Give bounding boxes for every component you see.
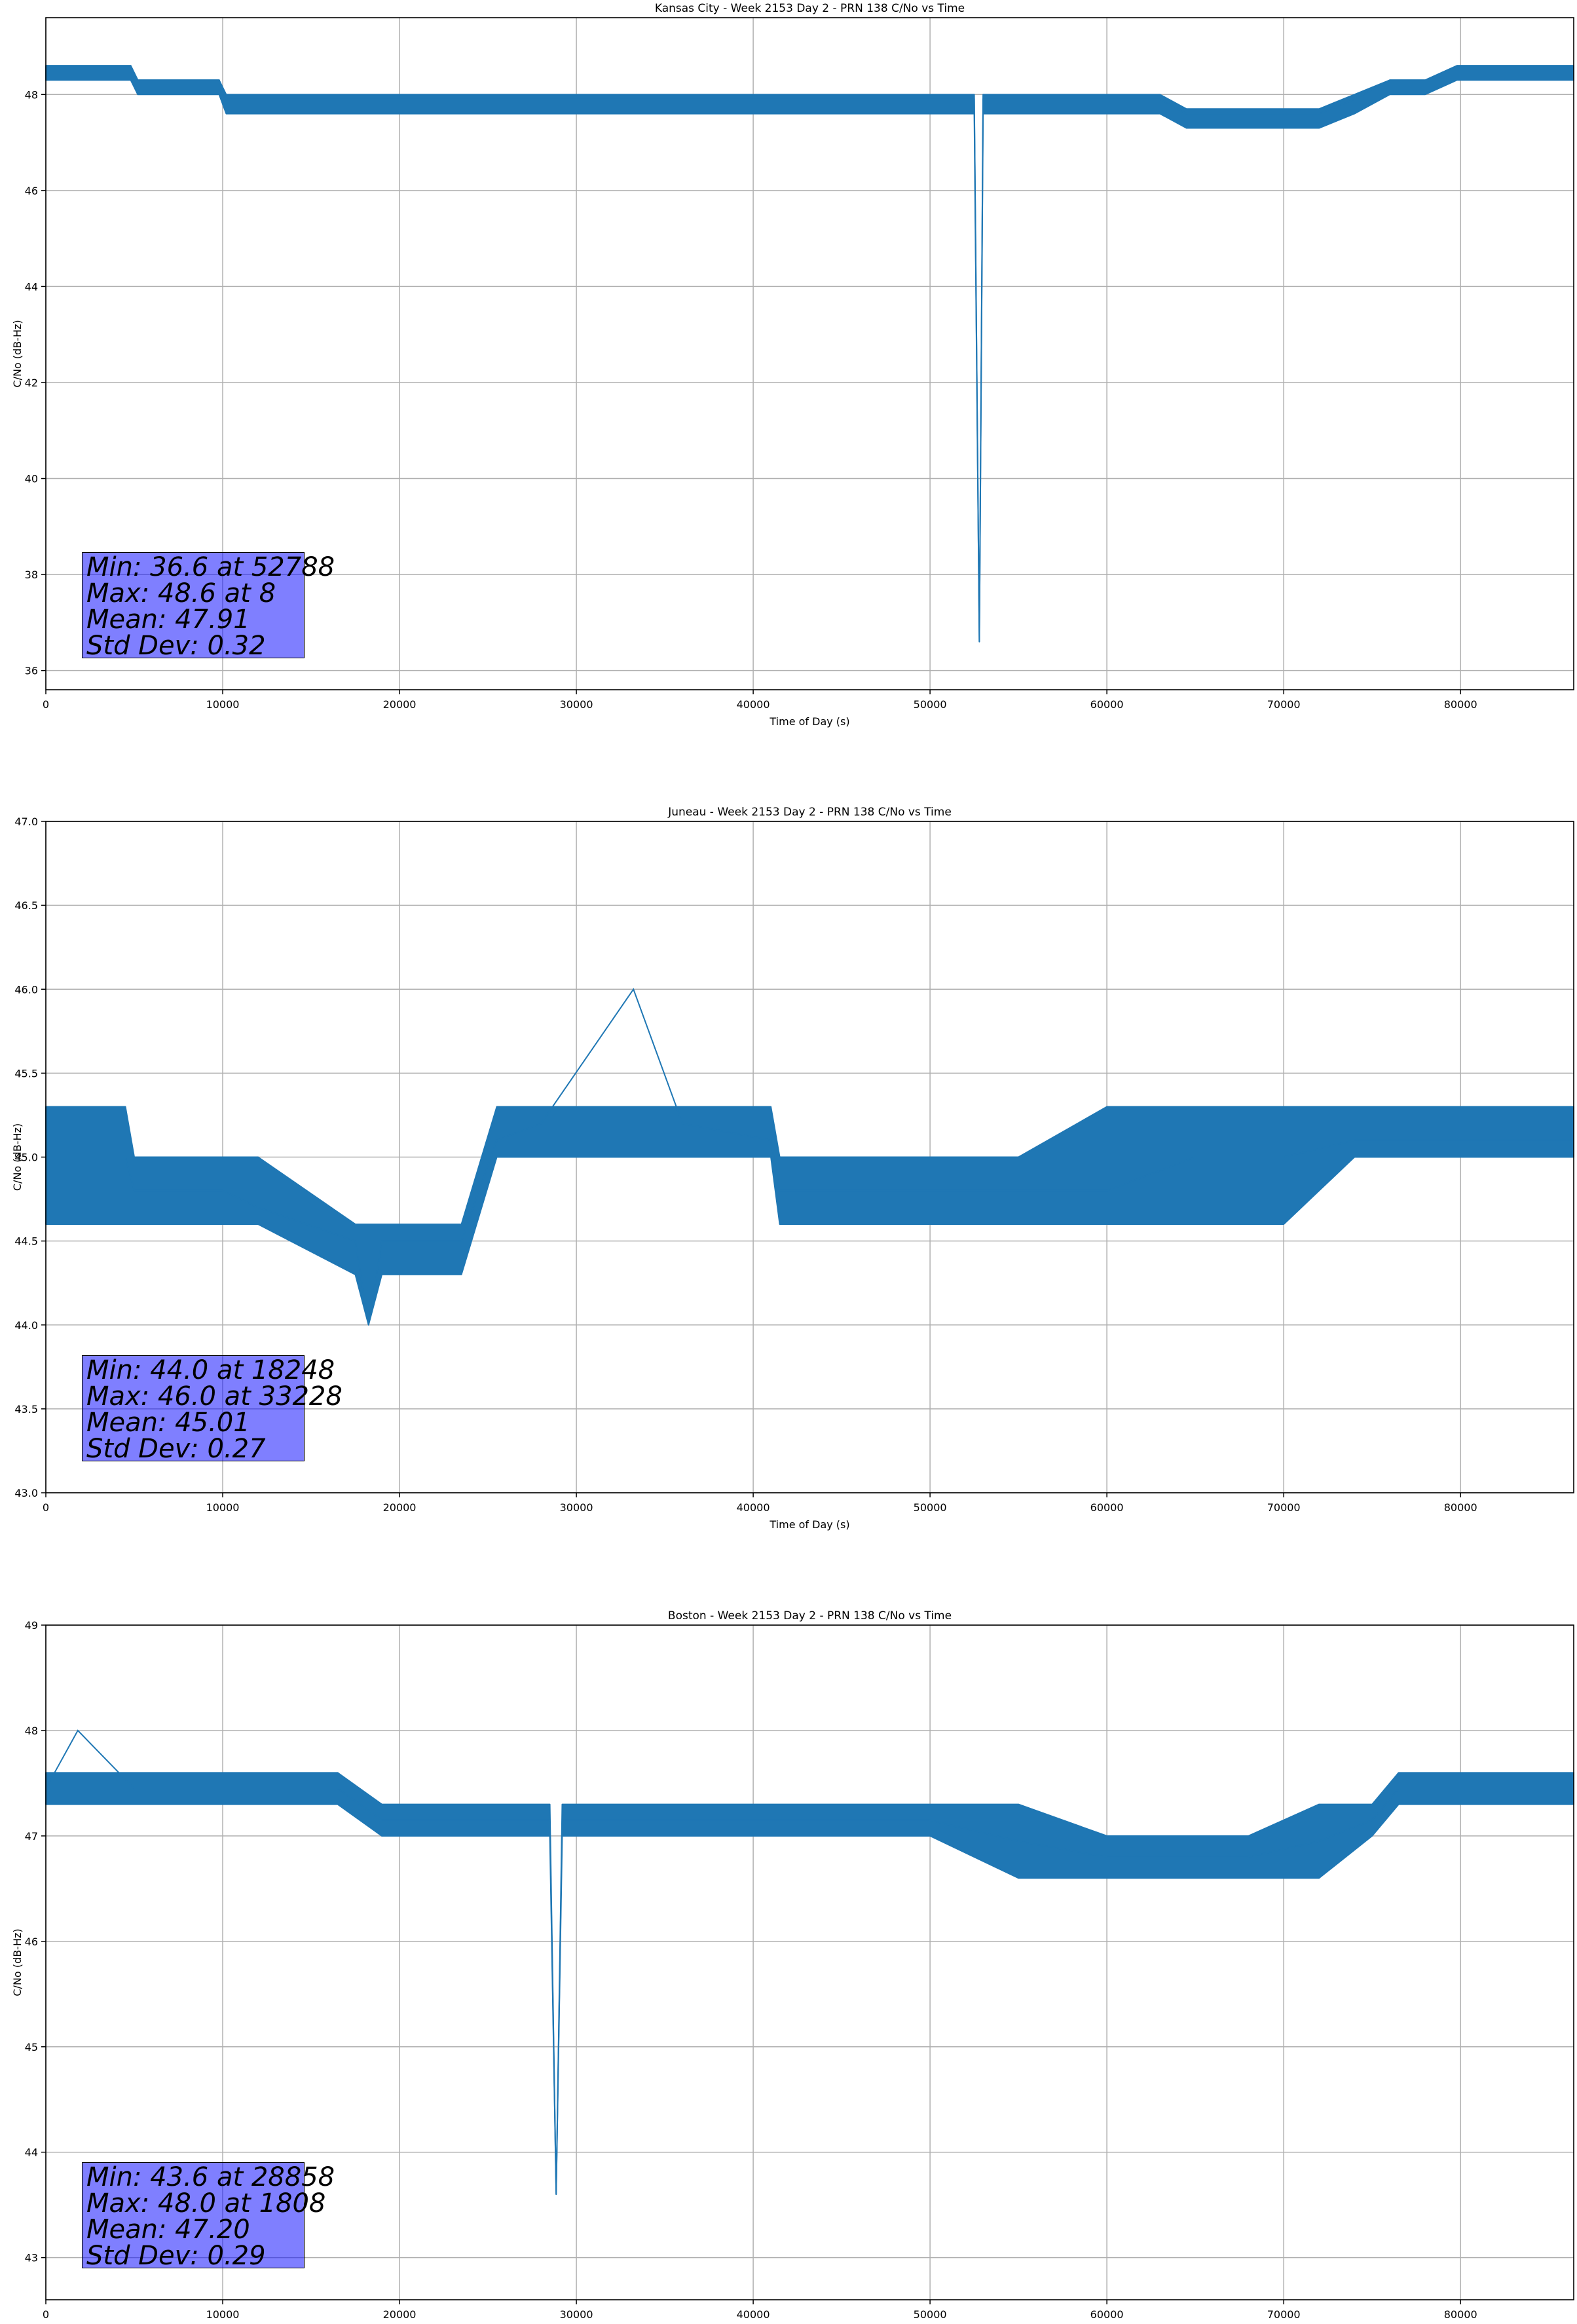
- y-tick-label: 48: [25, 1725, 38, 1737]
- y-tick-label: 45.5: [14, 1067, 38, 1079]
- y-tick-label: 46: [25, 1936, 38, 1948]
- stats-line: Mean: 47.20: [86, 2215, 250, 2245]
- x-tick-label: 70000: [1267, 1501, 1301, 1514]
- x-tick-label: 40000: [737, 1501, 770, 1514]
- y-tick-label: 46.0: [14, 983, 38, 996]
- stats-line: Mean: 45.01: [86, 1408, 250, 1438]
- series-line: [46, 65, 1574, 642]
- x-tick-label: 40000: [737, 698, 770, 711]
- x-tick-label: 20000: [383, 1501, 417, 1514]
- y-tick-label: 43: [25, 2252, 38, 2264]
- chart-panel-2: 0 10000 20000 30000 40000 50000 60000 70000 8000…: [11, 806, 1574, 1531]
- x-tick-label: 20000: [383, 2308, 417, 2321]
- stats-annotation: Min: 44.0 at 18248 Max: 46.0 at 33228 Mean…: [82, 1355, 343, 1464]
- x-axis-label: Time of Day (s): [769, 715, 849, 728]
- series-band: [45, 1106, 1574, 1326]
- x-tick-label: 0: [43, 698, 49, 711]
- x-tick-label: 30000: [560, 2308, 593, 2321]
- y-tick-label: 44: [25, 2146, 38, 2159]
- x-tick-label: 80000: [1444, 1501, 1477, 1514]
- stats-line: Min: 43.6 at 28858: [86, 2162, 335, 2192]
- x-tick-label: 80000: [1444, 698, 1477, 711]
- x-tick-label: 80000: [1444, 2308, 1477, 2321]
- chart-title: Boston - Week 2153 Day 2 - PRN 138 C/No …: [668, 1609, 952, 1622]
- y-tick-label: 43.0: [14, 1487, 38, 1499]
- x-tick-label: 50000: [914, 1501, 947, 1514]
- x-tick-label: 10000: [206, 2308, 240, 2321]
- x-tick-label: 60000: [1090, 1501, 1124, 1514]
- x-tick-label: 30000: [560, 1501, 593, 1514]
- x-tick-label: 20000: [383, 698, 417, 711]
- y-tick-label: 49: [25, 1619, 38, 1632]
- y-tick-label: 45: [25, 2041, 38, 2053]
- y-axis-label: C/No (dB-Hz): [11, 320, 24, 387]
- y-tick-label: 36: [25, 665, 38, 677]
- stats-line: Mean: 47.91: [86, 605, 250, 635]
- stats-annotation: Min: 36.6 at 52788 Max: 48.6 at 8 Mean: 47…: [82, 552, 335, 661]
- y-axis-label: C/No (dB-Hz): [11, 1928, 24, 1996]
- x-tick-label: 0: [43, 1501, 49, 1514]
- y-tick-label: 42: [25, 377, 38, 389]
- y-tick-label: 44.5: [14, 1235, 38, 1248]
- y-tick-label: 45.0: [14, 1152, 38, 1164]
- x-axis-label: Time of Day (s): [769, 1518, 849, 1531]
- x-tick-label: 40000: [737, 2308, 770, 2321]
- chart-title: Juneau - Week 2153 Day 2 - PRN 138 C/No …: [667, 806, 952, 819]
- y-tick-label: 40: [25, 473, 38, 485]
- plot-frame: [45, 1624, 1574, 2300]
- series-line: [46, 988, 1574, 1325]
- x-tick-label: 70000: [1267, 698, 1301, 711]
- x-tick-label: 50000: [914, 698, 947, 711]
- y-tick-label: 48: [25, 88, 38, 101]
- y-tick-label: 47.0: [14, 815, 38, 828]
- chart-panel-3: 0 10000 20000 30000 40000 50000 60000 70000 8000…: [11, 1609, 1574, 2321]
- y-tick-label: 43.5: [14, 1403, 38, 1415]
- y-tick-label: 46.5: [14, 899, 38, 912]
- x-tick-label: 60000: [1090, 2308, 1124, 2321]
- x-tick-label: 50000: [914, 2308, 947, 2321]
- x-tick-label: 10000: [206, 698, 240, 711]
- stats-annotation: Min: 43.6 at 28858 Max: 48.0 at 1808 Mean:…: [82, 2162, 335, 2271]
- y-tick-label: 47: [25, 1830, 38, 1843]
- x-tick-label: 10000: [206, 1501, 240, 1514]
- stats-line: Max: 46.0 at 33228: [86, 1381, 343, 1412]
- x-tick-label: 0: [43, 2308, 49, 2321]
- stats-line: Max: 48.0 at 1808: [86, 2188, 326, 2219]
- stats-line: Std Dev: 0.27: [86, 1434, 266, 1464]
- y-tick-label: 38: [25, 569, 38, 581]
- y-tick-label: 44.0: [14, 1319, 38, 1332]
- stats-line: Min: 44.0 at 18248: [86, 1355, 335, 1385]
- series-line: [45, 1729, 1574, 2195]
- stats-line: Min: 36.6 at 52788: [86, 552, 335, 582]
- y-tick-label: 44: [25, 280, 38, 293]
- stats-line: Max: 48.6 at 8: [86, 578, 276, 609]
- y-tick-label: 46: [25, 185, 38, 197]
- chart-title: Kansas City - Week 2153 Day 2 - PRN 138 …: [655, 2, 965, 15]
- stats-line: Std Dev: 0.29: [86, 2241, 266, 2271]
- x-tick-label: 70000: [1267, 2308, 1301, 2321]
- x-tick-label: 30000: [560, 698, 593, 711]
- x-tick-label: 60000: [1090, 698, 1124, 711]
- stats-line: Std Dev: 0.32: [86, 631, 266, 661]
- y-axis-label: C/No (dB-Hz): [11, 1123, 24, 1191]
- plot-frame: [45, 17, 1574, 690]
